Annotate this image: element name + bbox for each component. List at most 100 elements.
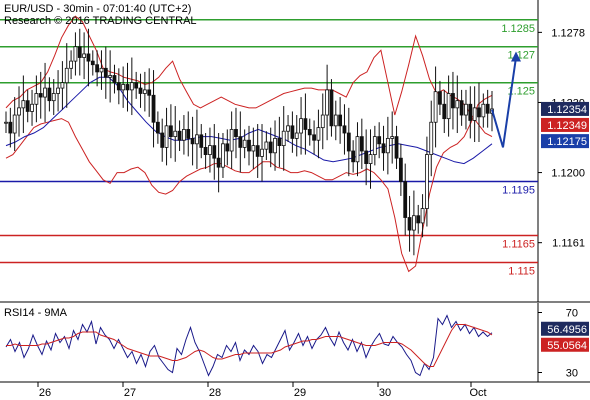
time-tick-label: 28 — [209, 387, 221, 399]
time-tick-label: 29 — [294, 387, 306, 399]
candle-body — [438, 91, 442, 105]
candle-body — [186, 129, 191, 139]
candle-body — [147, 89, 152, 96]
candle-body — [485, 103, 490, 114]
candle-body — [312, 134, 316, 141]
level-label-2: 1.125 — [507, 86, 535, 98]
forecast-arrowhead — [511, 51, 521, 62]
rsi-panel: RSI14 - 9MA 70 30 56.4956 55.0564 — [0, 303, 590, 383]
candle-body — [21, 100, 26, 109]
candle-body — [355, 136, 360, 163]
candle-body — [307, 129, 312, 136]
price-tag-label: 1.12175 — [547, 136, 587, 148]
forecast-arrow — [491, 51, 521, 148]
chart-title: EUR/USD - 30min - 07:01:40 (UTC+2) — [4, 3, 191, 15]
candle-body — [182, 129, 186, 141]
candle-body — [25, 100, 30, 112]
price-tag-label: 1.12349 — [547, 120, 587, 132]
level-label-5: 1.115 — [508, 265, 535, 277]
candle-body — [129, 82, 134, 91]
level-label-3: 1.1195 — [502, 185, 535, 197]
candle-body — [481, 103, 486, 118]
candle-body — [468, 103, 473, 121]
candle-body — [212, 145, 217, 159]
candle-body — [125, 84, 130, 91]
candle-body — [203, 147, 208, 155]
time-axis-ticks: 26 27 28 29 30 Oct — [37, 382, 487, 399]
chart-credit: Research © 2016 TRADING CENTRAL — [4, 15, 197, 27]
candle-body — [4, 121, 8, 124]
candle-body — [264, 141, 269, 150]
candle-body — [108, 75, 113, 78]
candle-body — [316, 127, 321, 141]
candle-body — [138, 87, 143, 94]
candle-body — [294, 132, 299, 139]
candle-body — [195, 134, 199, 145]
candle-body — [251, 145, 256, 152]
candle-body — [199, 134, 204, 148]
candle-body — [208, 145, 212, 155]
price-tag-bg — [541, 134, 589, 149]
candle-body — [60, 82, 65, 89]
candle-body — [38, 93, 43, 98]
candle-body — [43, 87, 47, 98]
candle-body — [425, 154, 429, 209]
candle-body — [238, 136, 243, 148]
candle-body — [403, 181, 408, 218]
candle-body — [86, 53, 91, 62]
candle-body — [385, 138, 390, 154]
candle-body — [155, 121, 160, 134]
candle-body — [177, 130, 182, 141]
rsi-tag-bg — [541, 337, 589, 352]
candle-body — [459, 100, 464, 116]
candle-body — [277, 138, 282, 147]
price-tag-label: 1.12354 — [547, 104, 587, 116]
rsi-tag-bg — [541, 321, 589, 336]
candle-body — [281, 130, 286, 147]
candle-body — [64, 67, 69, 84]
time-tick-label: 30 — [379, 387, 391, 399]
rsi-tag-label: 56.4956 — [547, 324, 587, 336]
rsi-lines — [5, 314, 493, 377]
time-tick-label: Oct — [469, 387, 486, 399]
candle-body — [411, 215, 416, 231]
candle-body — [99, 67, 104, 73]
candle-body — [372, 136, 377, 155]
candle-body — [320, 114, 325, 129]
candle-body — [325, 89, 330, 116]
rsi-title: RSI14 - 9MA — [4, 307, 68, 319]
candle-body — [364, 150, 369, 164]
candle-body — [477, 107, 481, 118]
candle-body — [17, 107, 21, 116]
candle-body — [342, 125, 347, 134]
candle-body — [268, 141, 273, 154]
candle-body — [151, 94, 156, 123]
rsi-tags: 56.4956 55.0564 — [541, 321, 589, 352]
candle-body — [160, 132, 165, 148]
candle-body — [351, 150, 356, 163]
candle-body — [56, 87, 60, 94]
level-label-1: 1.127 — [507, 50, 535, 62]
rsi-tick-label: 30 — [566, 368, 578, 380]
candle-body — [333, 114, 338, 127]
candle-body — [90, 60, 95, 66]
candle-body — [103, 67, 108, 78]
candle-body — [472, 107, 477, 121]
candle-body — [429, 121, 434, 155]
candle-body — [12, 114, 17, 134]
candle-body — [82, 53, 87, 58]
candle-body — [255, 145, 260, 157]
candle-body — [190, 138, 195, 145]
candle-body — [216, 157, 221, 168]
candle-body — [286, 125, 290, 132]
candle-body — [416, 215, 421, 224]
level-label-0: 1.1285 — [501, 23, 535, 35]
rsi-tag-label: 55.0564 — [547, 340, 587, 352]
candle-body — [168, 125, 173, 138]
bollinger-lower — [5, 94, 493, 273]
candle-body — [121, 84, 126, 91]
candle-body — [112, 75, 117, 84]
candle-body — [95, 64, 100, 73]
candle-body — [134, 82, 139, 89]
